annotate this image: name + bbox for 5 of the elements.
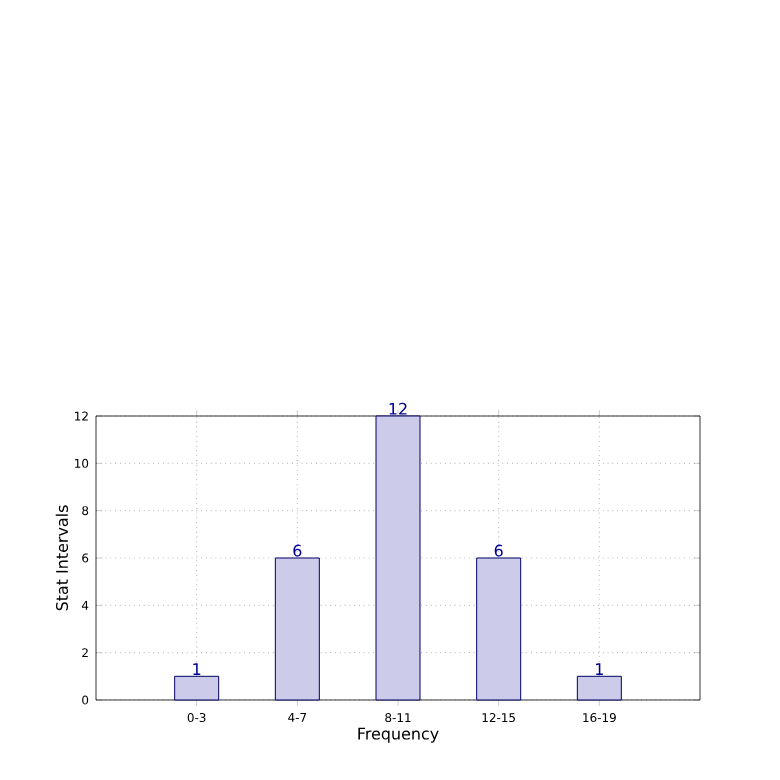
- bar: [274, 557, 320, 701]
- bar: [576, 675, 622, 701]
- bar: [174, 675, 220, 701]
- bar: [375, 415, 421, 701]
- bar: [476, 557, 522, 701]
